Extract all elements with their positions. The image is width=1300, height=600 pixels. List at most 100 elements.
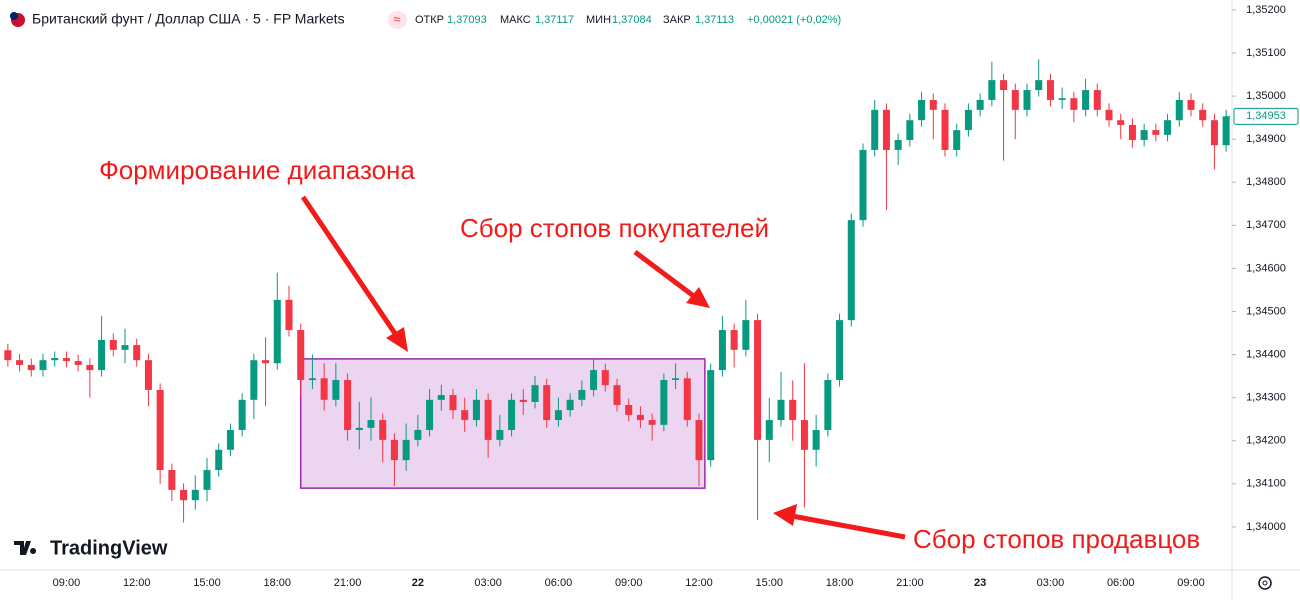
candle-body bbox=[648, 420, 656, 425]
candle-body bbox=[836, 320, 844, 380]
candle-body bbox=[250, 360, 258, 400]
candle-body bbox=[906, 120, 914, 141]
candle-body bbox=[379, 420, 387, 440]
candle-body bbox=[86, 364, 94, 371]
candle-body bbox=[941, 109, 949, 150]
candle-body bbox=[976, 99, 984, 110]
y-tick-label: 1,34300 bbox=[1246, 392, 1286, 404]
candle-body bbox=[847, 220, 855, 321]
candle-body bbox=[355, 427, 363, 430]
candle-body bbox=[156, 389, 164, 471]
candle-body bbox=[1164, 120, 1172, 135]
candle-body bbox=[1199, 109, 1207, 121]
x-tick-label: 09:00 bbox=[615, 577, 643, 589]
candle-body bbox=[800, 420, 808, 450]
x-tick-label: 21:00 bbox=[896, 577, 924, 589]
x-tick-label: 15:00 bbox=[756, 577, 784, 589]
candle-body bbox=[449, 395, 457, 411]
candle-body bbox=[660, 380, 668, 425]
candle-body bbox=[695, 420, 703, 461]
candle-body bbox=[789, 399, 797, 421]
candle-body bbox=[1082, 90, 1090, 110]
field-value: 1,37117 bbox=[535, 14, 574, 26]
gear[interactable] bbox=[1258, 576, 1272, 590]
candle-body bbox=[871, 109, 879, 150]
candle-body bbox=[824, 380, 832, 430]
candle-body bbox=[988, 80, 996, 100]
candle-body bbox=[496, 429, 504, 440]
badge-bg bbox=[388, 11, 407, 29]
candle-body bbox=[1128, 124, 1136, 141]
y-tick-label: 1,34900 bbox=[1246, 133, 1286, 145]
candle-body bbox=[964, 109, 972, 131]
candle-body bbox=[1058, 98, 1066, 100]
field-value: 1,37093 bbox=[447, 14, 487, 26]
field-value: 1,37113 bbox=[695, 14, 734, 26]
y-tick-label: 1,35000 bbox=[1246, 90, 1286, 102]
candle-body bbox=[320, 378, 328, 400]
candle-body bbox=[1046, 80, 1054, 100]
candle-body bbox=[683, 378, 691, 421]
arrow-head bbox=[686, 287, 710, 308]
candle-body bbox=[344, 380, 352, 430]
plot bbox=[4, 59, 1230, 523]
candle-body bbox=[742, 320, 750, 350]
candle-body bbox=[121, 345, 129, 350]
candle-body bbox=[226, 429, 234, 450]
annotation: Сбор стопов покупателей bbox=[460, 213, 769, 243]
arrow bbox=[300, 195, 399, 337]
watermark-text: TradingView bbox=[50, 537, 168, 559]
symbol-icon bbox=[10, 12, 18, 20]
candle-body bbox=[426, 399, 434, 430]
candle-body bbox=[508, 399, 516, 430]
candle-body bbox=[168, 470, 176, 490]
y-tick-label: 1,34700 bbox=[1246, 219, 1286, 231]
candle-body bbox=[1023, 90, 1031, 110]
candle-body bbox=[953, 130, 961, 150]
arrows bbox=[300, 195, 906, 540]
candle-body bbox=[718, 330, 726, 371]
candle-body bbox=[144, 360, 152, 390]
candle-body bbox=[1152, 130, 1160, 135]
candle-body bbox=[308, 378, 316, 380]
x-tick-label: 18:00 bbox=[826, 577, 854, 589]
x-tick-label: 23 bbox=[974, 577, 986, 589]
candle-body bbox=[543, 385, 551, 421]
change: +0,00021 (+0,02%) bbox=[747, 14, 841, 26]
candle-body bbox=[730, 330, 738, 350]
arrow bbox=[633, 250, 697, 299]
x-tick-label: 06:00 bbox=[545, 577, 573, 589]
candle-body bbox=[1011, 90, 1019, 110]
arrow bbox=[791, 513, 906, 540]
candle-body bbox=[765, 420, 773, 440]
settings-icon[interactable] bbox=[1258, 576, 1272, 590]
candle-body bbox=[812, 429, 820, 450]
candle-body bbox=[1175, 99, 1183, 121]
candle-body bbox=[402, 439, 410, 461]
y-tick-label: 1,34400 bbox=[1246, 348, 1286, 360]
candle-body bbox=[62, 358, 70, 362]
x-tick-label: 03:00 bbox=[474, 577, 502, 589]
y-tick-label: 1,35200 bbox=[1246, 4, 1286, 16]
candle-body bbox=[484, 399, 492, 440]
candle-body bbox=[332, 380, 340, 400]
x-tick-label: 12:00 bbox=[685, 577, 713, 589]
x-tick-label: 09:00 bbox=[53, 577, 81, 589]
candle-body bbox=[707, 370, 715, 461]
candle-body bbox=[590, 370, 598, 390]
candle-body bbox=[414, 429, 422, 440]
field-label: МИН bbox=[586, 14, 611, 26]
candle-body bbox=[98, 339, 106, 371]
candle-body bbox=[777, 399, 785, 421]
candle-body bbox=[859, 149, 867, 221]
field-label: ЗАКР bbox=[663, 14, 691, 26]
x-tick-label: 21:00 bbox=[334, 577, 362, 589]
gear-center bbox=[1262, 580, 1268, 586]
watermark: TradingView bbox=[14, 537, 168, 559]
candle-body bbox=[461, 410, 469, 421]
arrow-head bbox=[386, 327, 408, 352]
y-tick-label: 1,34000 bbox=[1246, 521, 1286, 533]
candle-body bbox=[180, 489, 188, 501]
candle-body bbox=[390, 439, 398, 461]
candle-body bbox=[918, 99, 926, 121]
